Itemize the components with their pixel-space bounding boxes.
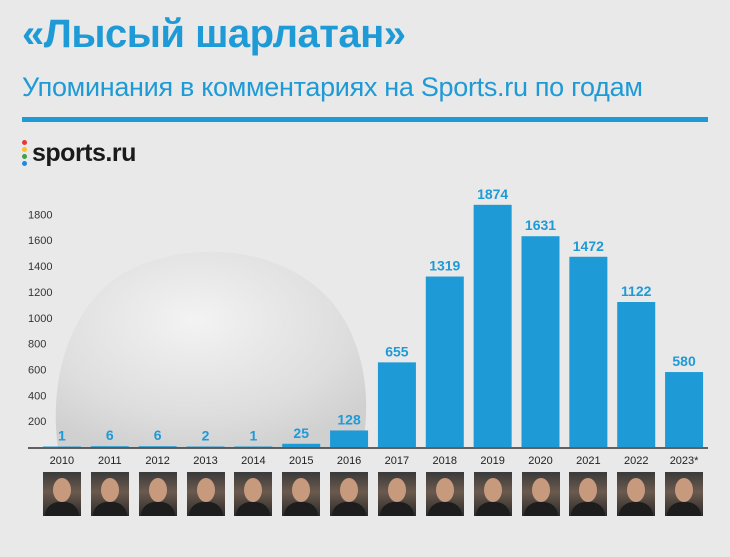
bar-2011 xyxy=(90,446,129,447)
coach-portrait-2018 xyxy=(425,472,464,516)
bar-2017 xyxy=(377,362,416,447)
bar-2023* xyxy=(665,372,704,447)
bar-2022 xyxy=(617,302,656,447)
x-axis: 2010 2011 2012 2013 2014 2015 2016 2017 2018 2019… xyxy=(50,455,699,467)
value-label-2012: 6 xyxy=(154,427,162,443)
value-label-2022: 1122 xyxy=(621,283,652,299)
x-tick-label-2014: 2014 xyxy=(241,455,265,467)
y-tick-label: 1000 xyxy=(28,313,52,325)
y-tick-label: 1200 xyxy=(28,287,52,299)
value-label-2017: 655 xyxy=(385,343,409,359)
bar-2013 xyxy=(186,446,225,447)
coach-portrait-2022 xyxy=(617,472,656,516)
value-label-2015: 25 xyxy=(293,425,309,441)
coach-portrait-2016 xyxy=(330,472,369,516)
coach-portrait-2017 xyxy=(377,472,416,516)
bar-2020 xyxy=(521,236,560,447)
x-tick-label-2021: 2021 xyxy=(576,455,600,467)
coach-portrait-2012 xyxy=(138,472,177,516)
bar-2019 xyxy=(473,204,512,447)
sports-ru-logo: sports.ru xyxy=(22,138,136,168)
bar-2015 xyxy=(282,443,321,447)
bar-2014 xyxy=(234,446,273,447)
logo-dot-1 xyxy=(22,140,27,145)
coach-portrait-2020 xyxy=(521,472,560,516)
value-label-2014: 1 xyxy=(249,428,257,444)
value-label-2023*: 580 xyxy=(672,353,696,369)
x-tick-label-2022: 2022 xyxy=(624,455,648,467)
value-label-2021: 1472 xyxy=(573,238,604,254)
coach-portrait-2010 xyxy=(42,472,81,516)
logo-dot-2 xyxy=(22,147,27,152)
y-axis: 200 400 600 800 1000 1200 1400 1600 1800 xyxy=(28,209,708,449)
bars xyxy=(42,204,704,447)
bar-2012 xyxy=(138,446,177,447)
x-tick-label-2020: 2020 xyxy=(528,455,552,467)
value-label-2013: 2 xyxy=(202,428,210,444)
bar-2018 xyxy=(425,276,464,447)
y-tick-label: 400 xyxy=(28,390,46,402)
value-label-2018: 1319 xyxy=(429,258,460,274)
portrait-row xyxy=(0,472,730,520)
coach-portrait-2013 xyxy=(186,472,225,516)
coach-portrait-2019 xyxy=(473,472,512,516)
x-tick-label-2019: 2019 xyxy=(480,455,504,467)
bar-2016 xyxy=(330,430,369,447)
x-tick-label-2023*: 2023* xyxy=(670,455,699,467)
coach-portrait-2014 xyxy=(234,472,273,516)
value-label-2010: 1 xyxy=(58,428,66,444)
value-label-2020: 1631 xyxy=(525,217,556,233)
coach-portrait-2011 xyxy=(90,472,129,516)
logo-text: sports.ru xyxy=(32,138,136,167)
bar-2010 xyxy=(42,446,81,447)
logo-dots-icon xyxy=(22,140,27,166)
y-tick-label: 600 xyxy=(28,364,46,376)
x-tick-label-2011: 2011 xyxy=(98,455,122,467)
x-tick-label-2010: 2010 xyxy=(50,455,74,467)
y-tick-label: 200 xyxy=(28,416,46,428)
coach-portrait-2021 xyxy=(569,472,608,516)
title-divider xyxy=(22,117,708,122)
value-label-2019: 1874 xyxy=(477,186,508,202)
x-tick-label-2012: 2012 xyxy=(145,455,169,467)
y-tick-label: 1800 xyxy=(28,209,52,221)
y-tick-label: 1400 xyxy=(28,261,52,273)
bar-2021 xyxy=(569,256,608,447)
x-tick-label-2013: 2013 xyxy=(193,455,217,467)
y-tick-label: 1600 xyxy=(28,235,52,247)
x-tick-label-2015: 2015 xyxy=(289,455,313,467)
logo-dot-3 xyxy=(22,154,27,159)
coach-portrait-2023* xyxy=(665,472,704,516)
x-tick-label-2017: 2017 xyxy=(385,455,409,467)
value-label-2011: 6 xyxy=(106,427,114,443)
bald-head-illustration xyxy=(55,251,367,448)
value-labels: 1 6 6 2 1 25 128 655 1319 1874 1631 1472 1122 580 xyxy=(58,186,696,444)
coach-portrait-2015 xyxy=(282,472,321,516)
value-label-2016: 128 xyxy=(337,411,361,427)
logo-dot-4 xyxy=(22,161,27,166)
x-tick-label-2016: 2016 xyxy=(337,455,361,467)
page-subtitle: Упоминания в комментариях на Sports.ru п… xyxy=(22,72,643,102)
y-tick-label: 800 xyxy=(28,339,46,351)
page-title: «Лысый шарлатан» xyxy=(22,12,406,56)
x-tick-label-2018: 2018 xyxy=(433,455,457,467)
